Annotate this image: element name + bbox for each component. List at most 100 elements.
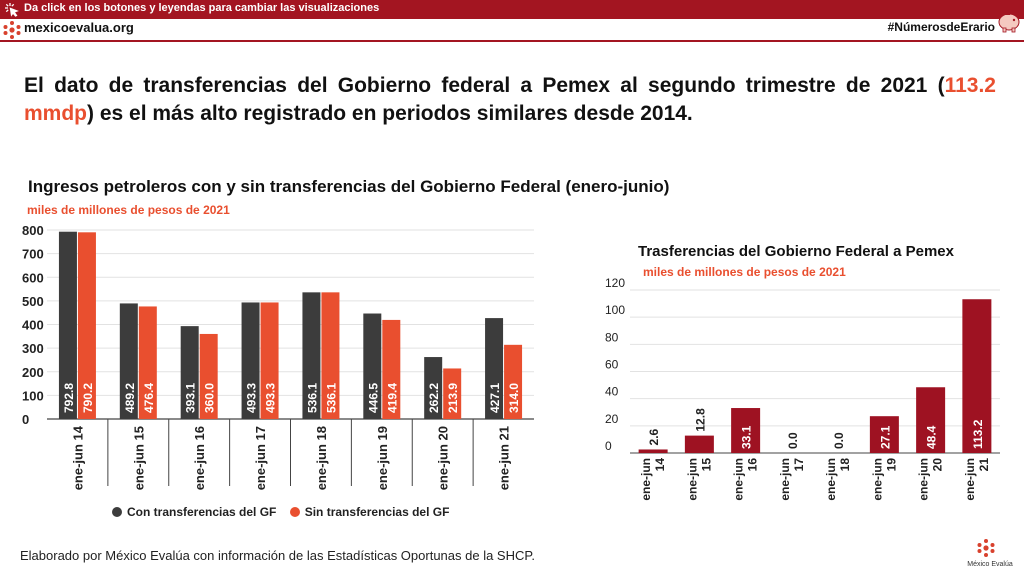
- headline-text-2: ) es el más alto registrado en periodos …: [87, 102, 693, 125]
- chart1-data-label: 262.2: [427, 383, 441, 413]
- chart2-bar: [638, 449, 668, 453]
- chart1-y-tick-label: 700: [22, 247, 44, 262]
- chart1-bar: [241, 302, 260, 419]
- chart1-data-label: 360.0: [203, 383, 217, 413]
- chart1-bar: [504, 344, 523, 419]
- chart1-y-tick-label: 300: [22, 341, 44, 356]
- piggy-bank-icon: [998, 13, 1020, 33]
- chart1-y-tick-label: 100: [22, 388, 44, 403]
- chart2-data-label: 113.2: [971, 419, 985, 449]
- chart1-x-tick-label: ene-jun 16: [192, 426, 207, 490]
- footer-logo-text: México Evalúa: [967, 561, 1013, 568]
- chart1-data-label: 393.1: [184, 383, 198, 413]
- legend-label-con: Con transferencias del GF: [127, 505, 277, 519]
- chart2-x-tick-label: 20: [931, 458, 945, 472]
- chart1-y-tick-label: 400: [22, 318, 44, 333]
- footer-logo-icon: [977, 539, 995, 557]
- chart2-x-tick-label: ene-jun: [639, 458, 653, 501]
- mexico-evalua-logo-icon: [3, 21, 21, 39]
- chart2-data-label: 12.8: [693, 408, 707, 432]
- chart1-bar: [180, 326, 199, 419]
- chart1-y-tick-label: 600: [22, 270, 44, 285]
- chart1-data-label: 493.3: [245, 383, 259, 413]
- chart2-data-label: 27.1: [878, 425, 892, 449]
- chart1-data-label: 792.8: [62, 383, 76, 413]
- headline-highlight: 113.2 mmdp: [24, 74, 996, 125]
- chart2-y-tick-label: 0: [605, 439, 612, 453]
- chart2-x-tick-label: ene-jun: [963, 458, 977, 501]
- chart1-y-tick-label: 500: [22, 294, 44, 309]
- chart2-bar: [869, 416, 899, 453]
- chart1-bar: [77, 232, 96, 419]
- legend-dot-con: [112, 507, 122, 517]
- chart2-bar: [731, 408, 761, 453]
- chart2-data-label: 0.0: [832, 432, 846, 449]
- chart2-data-label: 48.4: [925, 425, 939, 449]
- chart2-x-tick-label: ene-jun: [870, 458, 884, 501]
- chart1-data-label: 493.3: [264, 383, 278, 413]
- header-rule: [0, 40, 1024, 42]
- chart2-subtitle: miles de millones de pesos de 2021: [643, 265, 846, 279]
- chart1-bar: [260, 302, 279, 419]
- chart1-bar: [443, 368, 462, 419]
- click-icon: [5, 3, 19, 17]
- chart1-bar: [138, 306, 157, 419]
- chart1-x-tick-label: ene-jun 18: [314, 426, 329, 490]
- chart1-data-label: 446.5: [366, 383, 380, 413]
- chart2-y-tick-label: 40: [605, 385, 619, 399]
- chart1-data-label: 314.0: [507, 383, 521, 413]
- chart1-legend[interactable]: Con transferencias del GF Sin transferen…: [112, 505, 459, 519]
- chart1-x-tick-label: ene-jun 15: [131, 426, 146, 490]
- chart2-x-tick-label: 18: [838, 458, 852, 472]
- chart2-x-tick-label: 19: [884, 458, 898, 472]
- chart1-x-tick-label: ene-jun 20: [436, 426, 451, 490]
- headline-text-1: El dato de transferencias del Gobierno f…: [24, 74, 945, 97]
- chart2-x-tick-label: 16: [746, 458, 760, 472]
- chart2-x-tick-label: ene-jun: [824, 458, 838, 501]
- chart1-subtitle: miles de millones de pesos de 2021: [27, 203, 230, 217]
- chart2-x-tick-label: 15: [699, 458, 713, 472]
- chart2-x-tick-label: 17: [792, 458, 806, 472]
- chart1-data-label: 476.4: [142, 383, 156, 413]
- chart2-x-tick-label: 21: [977, 458, 991, 472]
- headline: El dato de transferencias del Gobierno f…: [24, 72, 996, 128]
- legend-item-con[interactable]: Con transferencias del GF: [112, 505, 276, 519]
- chart2-x-tick-label: ene-jun: [732, 458, 746, 501]
- chart2-data-label: 33.1: [740, 425, 754, 449]
- chart2-y-tick-label: 80: [605, 330, 619, 344]
- chart1-bar: [382, 319, 401, 419]
- chart2-data-label: 0.0: [786, 432, 800, 449]
- chart1-data-label: 790.2: [81, 383, 95, 413]
- chart1-data-label: 536.1: [324, 383, 338, 413]
- chart1-bar: [58, 231, 77, 419]
- chart2-y-tick-label: 20: [605, 412, 619, 426]
- chart1-data-label: 489.2: [123, 383, 137, 413]
- legend-item-sin[interactable]: Sin transferencias del GF: [289, 505, 450, 519]
- chart2-bar: [962, 299, 992, 453]
- chart1-title: Ingresos petroleros con y sin transferen…: [28, 177, 670, 196]
- chart1-bar: [424, 357, 443, 419]
- chart1-bar: [485, 318, 504, 419]
- chart2-title: Trasferencias del Gobierno Federal a Pem…: [638, 243, 954, 260]
- chart1-bar: [199, 333, 218, 419]
- legend-label-sin: Sin transferencias del GF: [304, 505, 450, 519]
- chart1-y-tick-label: 200: [22, 365, 44, 380]
- source-note: Elaborado por México Evalúa con informac…: [20, 548, 535, 563]
- chart1-data-label: 213.9: [446, 383, 460, 413]
- chart2-bar: [684, 435, 714, 453]
- site-link[interactable]: mexicoevalua.org: [24, 20, 134, 35]
- chart1-y-tick-label: 800: [22, 223, 44, 238]
- chart2-y-tick-label: 60: [605, 358, 619, 372]
- chart1-x-tick-label: ene-jun 19: [375, 426, 390, 490]
- chart2-x-tick-label: ene-jun: [778, 458, 792, 501]
- chart2-x-tick-label: ene-jun: [685, 458, 699, 501]
- chart1-bar: [302, 292, 321, 419]
- chart1-bar: [119, 303, 138, 419]
- chart1-data-label: 419.4: [385, 383, 399, 413]
- legend-dot-sin: [289, 507, 300, 517]
- chart2-y-tick-label: 120: [605, 276, 625, 290]
- chart1-x-tick-label: ene-jun 14: [70, 425, 85, 490]
- chart1-bar: [321, 292, 340, 419]
